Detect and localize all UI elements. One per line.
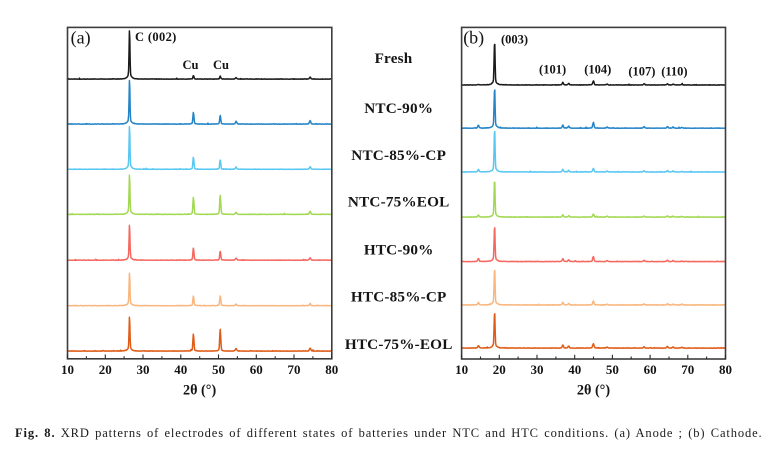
svg-text:60: 60	[644, 362, 657, 377]
svg-text:40: 40	[174, 362, 187, 377]
svg-text:(a): (a)	[71, 28, 91, 49]
svg-text:80: 80	[719, 362, 732, 377]
svg-text:NTC-90%: NTC-90%	[364, 100, 433, 117]
svg-text:(104): (104)	[584, 63, 611, 77]
svg-text:HTC-90%: HTC-90%	[364, 242, 434, 259]
svg-text:2θ (°): 2θ (°)	[577, 382, 610, 398]
svg-text:2θ (°): 2θ (°)	[183, 382, 216, 398]
svg-text:30: 30	[531, 362, 544, 377]
svg-text:60: 60	[250, 362, 263, 377]
svg-text:70: 70	[681, 362, 694, 377]
svg-text:20: 20	[99, 362, 112, 377]
svg-text:HTC-75%-EOL: HTC-75%-EOL	[345, 336, 453, 353]
svg-text:70: 70	[288, 362, 301, 377]
svg-text:NTC-85%-CP: NTC-85%-CP	[351, 147, 446, 164]
svg-text:HTC-85%-CP: HTC-85%-CP	[351, 289, 447, 306]
svg-text:(b): (b)	[463, 28, 484, 49]
svg-text:(107): (107)	[628, 64, 655, 78]
svg-text:Fresh: Fresh	[375, 50, 413, 67]
svg-text:(110): (110)	[661, 64, 687, 78]
svg-text:C (002): C (002)	[135, 30, 177, 44]
svg-text:NTC-75%EOL: NTC-75%EOL	[348, 194, 450, 211]
svg-text:(101): (101)	[539, 63, 566, 77]
svg-text:50: 50	[606, 362, 619, 377]
svg-text:30: 30	[137, 362, 150, 377]
svg-text:50: 50	[212, 362, 225, 377]
svg-text:10: 10	[61, 362, 74, 377]
svg-text:20: 20	[493, 362, 506, 377]
svg-text:Cu: Cu	[183, 58, 199, 72]
svg-text:(003): (003)	[501, 33, 528, 47]
svg-text:80: 80	[325, 362, 338, 377]
svg-text:40: 40	[568, 362, 581, 377]
svg-text:10: 10	[455, 362, 468, 377]
svg-text:Cu: Cu	[213, 58, 229, 72]
